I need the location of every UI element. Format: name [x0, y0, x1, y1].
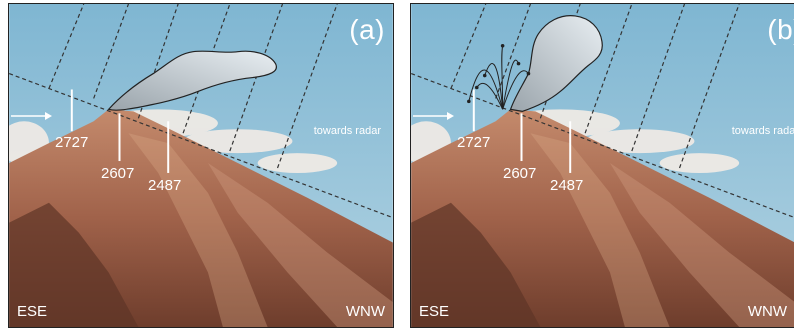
elevation-label-2727: 2727 — [457, 134, 491, 151]
radar-direction-label: towards radar — [731, 125, 794, 137]
volcano-photo-b — [411, 4, 794, 327]
arrow-right-icon — [413, 112, 454, 120]
elevation-ticks — [472, 89, 572, 173]
elevation-ticks — [70, 89, 170, 173]
direction-label-right: WNW — [345, 303, 385, 320]
eruption-plume — [509, 15, 603, 112]
eruption-plume — [107, 50, 277, 111]
elevation-label-2607: 2607 — [101, 165, 135, 182]
direction-label-left: ESE — [17, 303, 48, 320]
ballistic-trajectories — [468, 45, 529, 110]
radar-direction-label: towards radar — [313, 125, 381, 137]
ballistic-blocks — [467, 43, 531, 104]
elevation-label-2487: 2487 — [148, 177, 182, 194]
direction-label-right: WNW — [747, 303, 787, 320]
arrow-right-icon — [11, 112, 52, 120]
elevation-label-2487: 2487 — [550, 177, 584, 194]
panel-a: (a) 2727 2607 2487 towards radar ESE WNW — [8, 3, 394, 328]
elevation-label-2607: 2607 — [503, 165, 537, 182]
panel-label: (a) — [349, 14, 385, 45]
volcano-photo-a — [9, 4, 393, 327]
elevation-label-2727: 2727 — [55, 134, 89, 151]
panel-label: (b) — [767, 14, 794, 45]
panel-b: (b) 2727 2607 2487 towards radar ESE WNW — [410, 3, 794, 328]
direction-label-left: ESE — [419, 303, 450, 320]
